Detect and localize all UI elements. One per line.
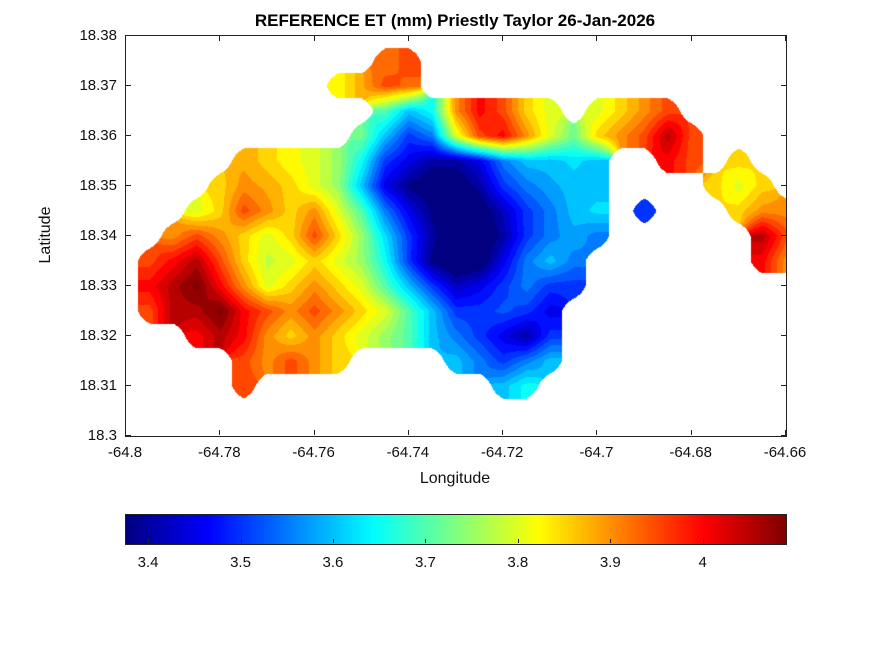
x-tick-mark-top [502,36,504,41]
x-tick-label: -64.7 [579,444,614,461]
y-axis-label: Latitude [37,206,54,264]
y-tick-mark-right [781,185,786,186]
x-tick-label: -64.74 [386,444,430,461]
y-tick-mark [126,385,131,386]
y-tick-label: 18.31 [79,377,117,394]
y-tick-mark-right [781,285,786,286]
colorbar-canvas [126,515,786,544]
x-tick-mark-top [407,36,409,41]
y-tick-label: 18.34 [79,227,117,244]
y-tick-mark-right [781,35,786,36]
plot-area [125,35,787,437]
x-tick-label: -64.66 [763,444,807,461]
colorbar-tick-label: 4 [698,554,707,571]
colorbar-tick-mark [332,539,334,543]
chart-title: REFERENCE ET (mm) Priestly Taylor 26-Jan… [254,11,656,30]
x-tick-mark [407,430,409,435]
y-tick-label: 18.38 [79,27,117,44]
x-tick-mark [219,430,221,435]
colorbar [125,514,787,545]
y-tick-mark-right [781,385,786,386]
y-tick-label: 18.3 [87,427,117,444]
colorbar-tick-mark [517,539,519,543]
colorbar-tick-label: 3.4 [137,554,159,571]
heatmap-canvas [126,36,786,436]
y-tick-mark [126,285,131,286]
y-tick-mark [126,135,131,136]
x-axis-label: Longitude [419,470,491,487]
colorbar-tick-mark [702,539,704,543]
colorbar-tick-mark [148,539,150,543]
y-tick-label: 18.35 [79,177,117,194]
y-tick-mark [126,435,131,436]
x-tick-mark [313,430,315,435]
x-tick-mark-top [785,36,786,41]
y-tick-label: 18.37 [79,77,117,94]
y-tick-mark [126,335,131,336]
x-tick-label: -64.8 [107,444,143,461]
y-tick-mark [126,235,131,236]
colorbar-tick-label: 3.7 [414,554,436,571]
x-tick-mark [596,430,598,435]
x-tick-label: -64.76 [292,444,335,461]
x-tick-mark [690,430,692,435]
y-tick-mark-right [781,85,786,86]
colorbar-tick-mark [425,539,427,543]
x-tick-mark-top [219,36,221,41]
y-tick-label: 18.32 [79,327,117,344]
x-tick-mark-top [596,36,598,41]
y-tick-mark-right [781,435,786,436]
x-tick-mark-top [313,36,315,41]
y-tick-mark [126,35,131,36]
colorbar-tick-mark [610,539,612,543]
x-tick-mark [125,430,126,435]
y-tick-mark [126,85,131,86]
x-tick-label: -64.68 [669,444,712,461]
colorbar-tick-label: 3.6 [322,554,344,571]
y-tick-label: 18.33 [79,277,117,294]
x-tick-label: -64.78 [198,444,241,461]
colorbar-tick-label: 3.8 [507,554,529,571]
x-tick-mark-top [690,36,692,41]
y-tick-label: 18.36 [79,127,117,144]
y-tick-mark-right [781,335,786,336]
y-tick-mark-right [781,135,786,136]
y-tick-mark-right [781,235,786,236]
x-tick-mark-top [125,36,126,41]
x-tick-mark [785,430,786,435]
x-tick-label: -64.72 [480,444,524,461]
x-tick-mark [502,430,504,435]
colorbar-tick-label: 3.5 [230,554,251,571]
colorbar-tick-label: 3.9 [599,554,621,571]
y-tick-mark [126,185,131,186]
colorbar-tick-mark [240,539,242,543]
